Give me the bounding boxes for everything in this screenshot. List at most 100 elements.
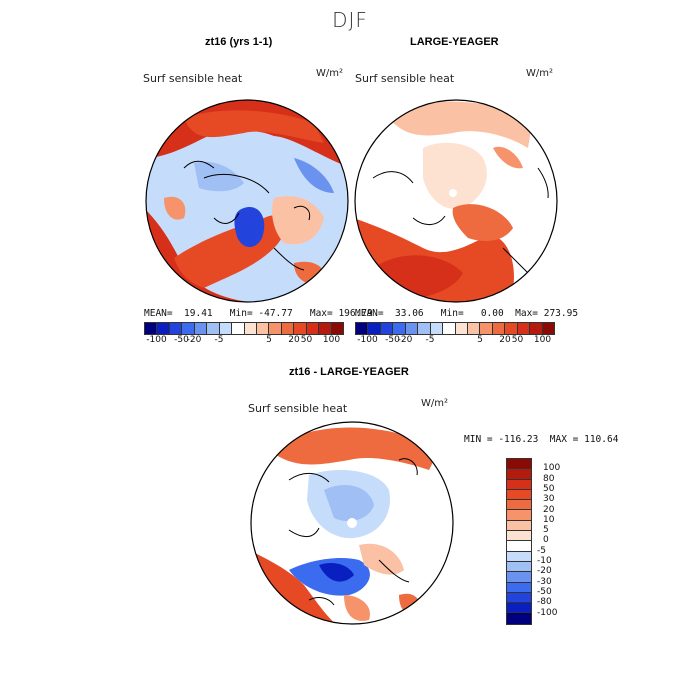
right-stats: MEAN= 33.06 Min= 0.00 Max= 273.95 — [355, 308, 579, 319]
right-colorbar-swatch — [430, 323, 444, 334]
diff-colorbar-label: 10 — [543, 514, 555, 525]
right-polar-map — [354, 99, 558, 303]
right-colorbar-tick-label: -100 — [357, 335, 378, 345]
diff-colorbar-label: -20 — [537, 566, 552, 577]
right-colorbar-swatch — [380, 323, 394, 334]
diff-colorbar-swatch — [507, 572, 531, 583]
left-colorbar-swatch — [232, 323, 245, 334]
right-colorbar-tick-label: -50 — [385, 335, 400, 345]
diff-colorbar-swatch — [507, 561, 531, 573]
left-colorbar-swatch — [145, 323, 158, 334]
diff-colorbar-swatch — [507, 603, 531, 614]
diff-colorbar-label: 30 — [543, 494, 555, 505]
diff-colorbar — [506, 458, 532, 625]
diff-colorbar-label: -5 — [537, 545, 546, 556]
diff-colorbar-swatches — [506, 458, 532, 625]
diff-colorbar-swatch — [507, 531, 531, 542]
right-colorbar-swatch — [393, 323, 406, 334]
left-colorbar-swatch — [219, 323, 233, 334]
right-colorbar-swatch — [480, 323, 493, 334]
right-colorbar-swatches — [355, 322, 555, 335]
left-colorbar-swatch — [182, 323, 195, 334]
right-panel-title: LARGE-YEAGER — [410, 36, 499, 48]
left-colorbar-tick-label: -5 — [214, 335, 224, 345]
right-colorbar-ticks: -100 -50 -20 -5 5 20 50 100 — [355, 335, 555, 347]
diff-colorbar-swatch — [507, 551, 531, 562]
diff-colorbar-swatch — [507, 469, 531, 480]
left-colorbar-tick-label: -50 — [174, 335, 189, 345]
diff-colorbar-swatch — [507, 500, 531, 511]
right-colorbar-swatch — [455, 323, 468, 334]
diff-colorbar-label: 100 — [543, 463, 561, 474]
diff-colorbar-swatch — [507, 520, 531, 532]
right-colorbar-swatch — [405, 323, 419, 334]
diff-colorbar-swatch — [507, 592, 531, 604]
right-variable-label: Surf sensible heat — [355, 72, 455, 85]
left-colorbar-tick-label: 50 — [300, 335, 313, 345]
diff-units-label: W/m² — [421, 398, 449, 409]
diff-colorbar-swatch — [507, 541, 531, 552]
left-colorbar-tick-label: -100 — [146, 335, 167, 345]
left-colorbar-swatch — [169, 323, 183, 334]
diff-colorbar-label: -30 — [537, 576, 552, 587]
diff-colorbar-swatch — [507, 510, 531, 521]
right-colorbar-swatch — [505, 323, 518, 334]
right-colorbar-swatch — [517, 323, 531, 334]
right-colorbar-tick-label: -5 — [425, 335, 435, 345]
diff-colorbar-label: -100 — [537, 607, 558, 618]
right-units-label: W/m² — [526, 68, 554, 79]
right-colorbar-swatch — [418, 323, 431, 334]
diff-colorbar-label: 0 — [543, 535, 549, 546]
diff-colorbar-label: 50 — [543, 483, 555, 494]
left-colorbar: -100 -50 -20 -5 5 20 50 100 — [144, 322, 344, 347]
right-colorbar-swatch — [492, 323, 506, 334]
left-colorbar-swatch — [244, 323, 257, 334]
diff-colorbar-label: -50 — [537, 586, 552, 597]
diff-colorbar-label: -10 — [537, 556, 552, 566]
left-colorbar-swatch — [281, 323, 295, 334]
left-colorbar-tick-label: 5 — [266, 335, 272, 345]
diff-colorbar-swatch — [507, 459, 531, 470]
left-colorbar-tick-label: 100 — [322, 335, 341, 345]
right-colorbar-swatch — [467, 323, 481, 334]
right-colorbar-tick-label: 20 — [499, 335, 511, 345]
left-colorbar-ticks: -100 -50 -20 -5 5 20 50 100 — [144, 335, 344, 347]
page-title: DJF — [332, 8, 368, 32]
diff-stats: MIN = -116.23 MAX = 110.64 — [464, 434, 619, 445]
right-colorbar-tick-label: 5 — [477, 335, 483, 345]
left-colorbar-swatch — [256, 323, 270, 334]
diff-colorbar-label: 5 — [543, 525, 549, 536]
left-units-label: W/m² — [316, 68, 344, 79]
left-polar-map — [145, 99, 349, 303]
left-colorbar-tick-label: 20 — [288, 335, 300, 345]
right-colorbar-swatch — [530, 323, 543, 334]
right-colorbar-swatch — [356, 323, 369, 334]
right-colorbar-tick-label: 50 — [511, 335, 524, 345]
diff-variable-label: Surf sensible heat — [248, 402, 348, 415]
diff-colorbar-label: -80 — [537, 597, 552, 608]
left-stats: MEAN= 19.41 Min= -47.77 Max= 196.79 — [144, 308, 373, 319]
left-colorbar-swatch — [207, 323, 220, 334]
left-colorbar-swatch — [306, 323, 320, 334]
diff-colorbar-swatch — [507, 479, 531, 490]
right-colorbar-tick-label: 100 — [533, 335, 552, 345]
diff-colorbar-labels: 100 80 50 30 20 10 5 0 -5 -10 -20 -30 -50 -80 -100 — [537, 458, 577, 623]
left-panel-title: zt16 (yrs 1-1) — [205, 36, 273, 48]
right-colorbar-swatch — [542, 323, 554, 334]
diff-colorbar-swatch — [507, 582, 531, 593]
left-colorbar-swatch — [319, 323, 332, 334]
diff-colorbar-label: 80 — [543, 473, 555, 484]
right-colorbar-tick-label: -20 — [397, 335, 413, 345]
left-colorbar-swatch — [331, 323, 343, 334]
diff-polar-map — [250, 421, 454, 625]
left-colorbar-swatch — [194, 323, 208, 334]
diff-panel-title: zt16 - LARGE-YEAGER — [289, 366, 409, 378]
left-colorbar-swatches — [144, 322, 344, 335]
left-colorbar-swatch — [294, 323, 307, 334]
left-variable-label: Surf sensible heat — [143, 72, 243, 85]
diff-colorbar-swatch — [507, 613, 531, 624]
left-colorbar-tick-label: -20 — [186, 335, 202, 345]
right-colorbar-swatch — [368, 323, 381, 334]
diff-colorbar-swatch — [507, 489, 531, 501]
right-colorbar-swatch — [443, 323, 456, 334]
